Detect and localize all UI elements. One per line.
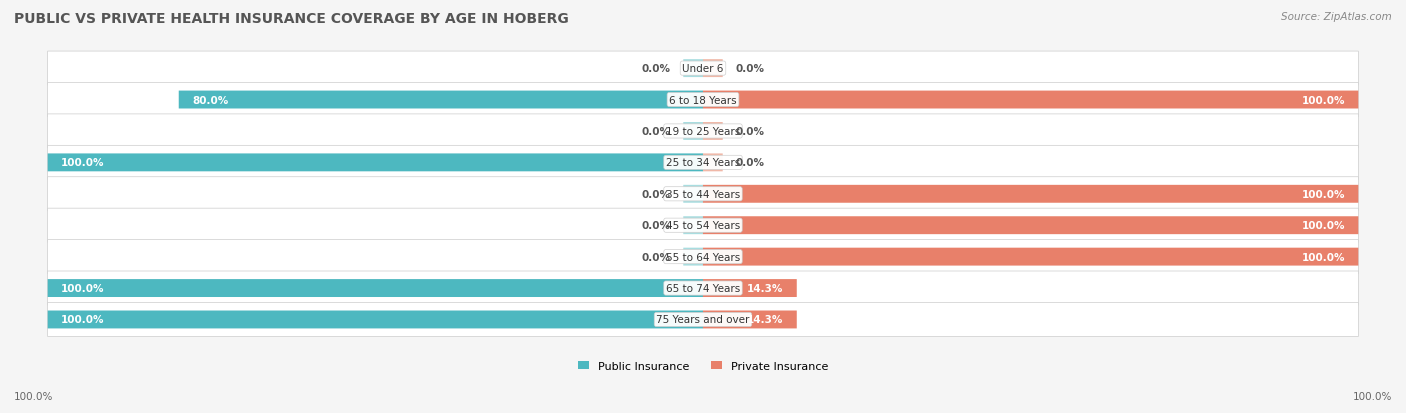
FancyBboxPatch shape: [48, 209, 1358, 243]
FancyBboxPatch shape: [48, 146, 1358, 180]
FancyBboxPatch shape: [48, 311, 703, 329]
Legend: Public Insurance, Private Insurance: Public Insurance, Private Insurance: [574, 356, 832, 375]
Text: 0.0%: 0.0%: [641, 221, 671, 230]
Text: 45 to 54 Years: 45 to 54 Years: [666, 221, 740, 230]
FancyBboxPatch shape: [703, 154, 723, 172]
Text: 100.0%: 100.0%: [14, 391, 53, 401]
FancyBboxPatch shape: [703, 217, 1358, 235]
FancyBboxPatch shape: [703, 185, 1358, 203]
FancyBboxPatch shape: [703, 123, 723, 140]
Text: 0.0%: 0.0%: [641, 127, 671, 137]
FancyBboxPatch shape: [703, 280, 797, 297]
FancyBboxPatch shape: [683, 60, 703, 78]
Text: Under 6: Under 6: [682, 64, 724, 74]
Text: 100.0%: 100.0%: [1302, 189, 1346, 199]
Text: 0.0%: 0.0%: [641, 64, 671, 74]
Text: 100.0%: 100.0%: [60, 315, 104, 325]
FancyBboxPatch shape: [48, 115, 1358, 149]
FancyBboxPatch shape: [48, 83, 1358, 117]
Text: 19 to 25 Years: 19 to 25 Years: [666, 127, 740, 137]
Text: 80.0%: 80.0%: [191, 95, 228, 105]
Text: 25 to 34 Years: 25 to 34 Years: [666, 158, 740, 168]
Text: 65 to 74 Years: 65 to 74 Years: [666, 283, 740, 293]
Text: 100.0%: 100.0%: [60, 283, 104, 293]
FancyBboxPatch shape: [48, 154, 703, 172]
FancyBboxPatch shape: [703, 60, 723, 78]
FancyBboxPatch shape: [48, 177, 1358, 211]
FancyBboxPatch shape: [683, 248, 703, 266]
FancyBboxPatch shape: [703, 91, 1358, 109]
FancyBboxPatch shape: [48, 271, 1358, 305]
Text: 0.0%: 0.0%: [735, 127, 765, 137]
FancyBboxPatch shape: [703, 248, 1358, 266]
FancyBboxPatch shape: [683, 185, 703, 203]
FancyBboxPatch shape: [683, 123, 703, 140]
FancyBboxPatch shape: [48, 52, 1358, 86]
FancyBboxPatch shape: [703, 311, 797, 329]
Text: 0.0%: 0.0%: [641, 189, 671, 199]
Text: 100.0%: 100.0%: [60, 158, 104, 168]
Text: 75 Years and over: 75 Years and over: [657, 315, 749, 325]
Text: 100.0%: 100.0%: [1353, 391, 1392, 401]
Text: 0.0%: 0.0%: [735, 158, 765, 168]
Text: 35 to 44 Years: 35 to 44 Years: [666, 189, 740, 199]
FancyBboxPatch shape: [48, 280, 703, 297]
Text: 0.0%: 0.0%: [735, 64, 765, 74]
FancyBboxPatch shape: [48, 303, 1358, 337]
FancyBboxPatch shape: [683, 217, 703, 235]
Text: 0.0%: 0.0%: [641, 252, 671, 262]
FancyBboxPatch shape: [179, 91, 703, 109]
Text: 100.0%: 100.0%: [1302, 95, 1346, 105]
FancyBboxPatch shape: [48, 240, 1358, 274]
Text: Source: ZipAtlas.com: Source: ZipAtlas.com: [1281, 12, 1392, 22]
Text: 100.0%: 100.0%: [1302, 252, 1346, 262]
Text: 14.3%: 14.3%: [747, 315, 783, 325]
Text: 55 to 64 Years: 55 to 64 Years: [666, 252, 740, 262]
Text: 100.0%: 100.0%: [1302, 221, 1346, 230]
Text: PUBLIC VS PRIVATE HEALTH INSURANCE COVERAGE BY AGE IN HOBERG: PUBLIC VS PRIVATE HEALTH INSURANCE COVER…: [14, 12, 569, 26]
Text: 6 to 18 Years: 6 to 18 Years: [669, 95, 737, 105]
Text: 14.3%: 14.3%: [747, 283, 783, 293]
